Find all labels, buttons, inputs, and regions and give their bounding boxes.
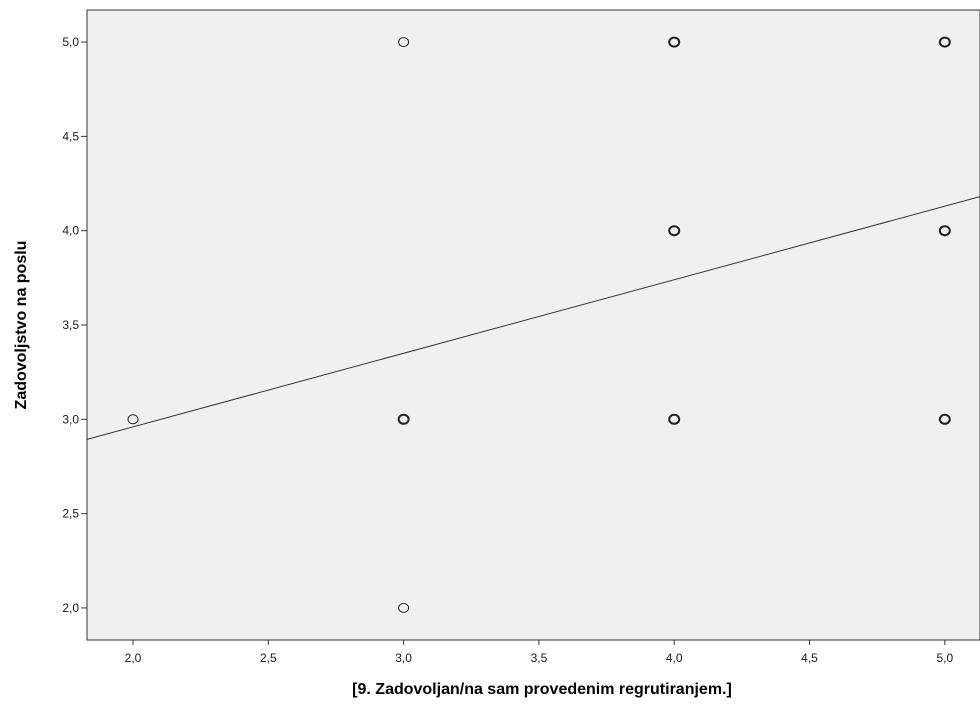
y-tick-label: 3,0 — [62, 412, 79, 426]
data-point — [668, 36, 681, 48]
x-tick-label: 3,5 — [531, 651, 548, 665]
y-tick-label: 2,0 — [62, 601, 79, 615]
x-tick-label: 3,0 — [395, 651, 412, 665]
x-axis-title: [9. Zadovoljan/na sam provedenim regruti… — [352, 681, 732, 698]
data-point — [127, 414, 139, 425]
x-tick-label: 5,0 — [936, 651, 953, 665]
data-point — [668, 413, 681, 425]
x-tick-label: 4,5 — [801, 651, 818, 665]
data-point — [938, 225, 951, 237]
data-point — [397, 413, 410, 425]
plot-area — [86, 9, 980, 641]
data-point — [938, 413, 951, 425]
x-tick-label: 4,0 — [666, 651, 683, 665]
y-axis-title: Zadovoljstvo na poslu — [13, 241, 30, 410]
x-tick-label: 2,0 — [125, 651, 142, 665]
y-tick-label: 2,5 — [62, 507, 79, 521]
data-point — [398, 602, 410, 613]
x-tick-label: 2,5 — [260, 651, 277, 665]
data-point — [668, 225, 681, 237]
y-tick-label: 4,5 — [62, 129, 79, 143]
data-point — [398, 37, 410, 48]
data-point — [938, 36, 951, 48]
y-tick-label: 4,0 — [62, 224, 79, 238]
y-tick-label: 5,0 — [62, 35, 79, 49]
fit-line — [86, 196, 980, 440]
y-tick-label: 3,5 — [62, 318, 79, 332]
